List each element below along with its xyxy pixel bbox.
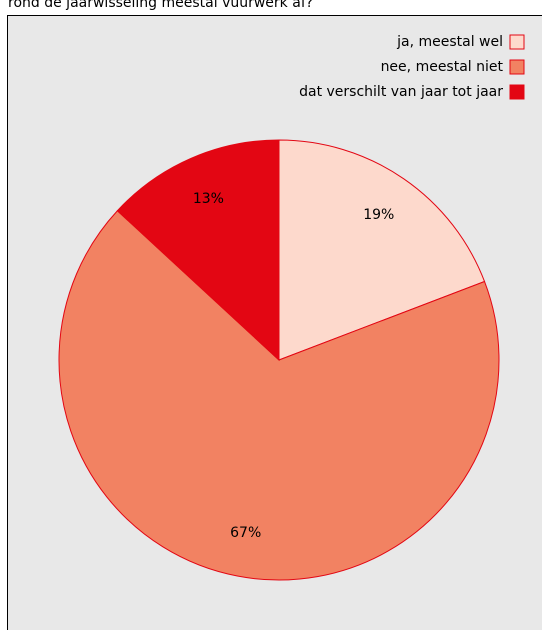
chart-title: rond de jaarwisseling meestal vuurwerk a… bbox=[8, 0, 313, 11]
slice-label: 13% bbox=[193, 191, 224, 207]
slice-label: 19% bbox=[363, 207, 394, 223]
legend-swatch bbox=[509, 59, 525, 75]
pie-slice bbox=[58, 210, 500, 581]
pie-slice bbox=[116, 139, 280, 362]
slice-label: 67% bbox=[230, 525, 261, 541]
legend-label: dat verschilt van jaar tot jaar bbox=[299, 84, 503, 100]
pie-slice bbox=[278, 139, 486, 361]
legend-swatch bbox=[509, 84, 525, 100]
legend-swatch bbox=[509, 34, 525, 50]
legend-label: ja, meestal wel bbox=[396, 34, 503, 50]
legend-label: nee, meestal niet bbox=[381, 59, 504, 75]
